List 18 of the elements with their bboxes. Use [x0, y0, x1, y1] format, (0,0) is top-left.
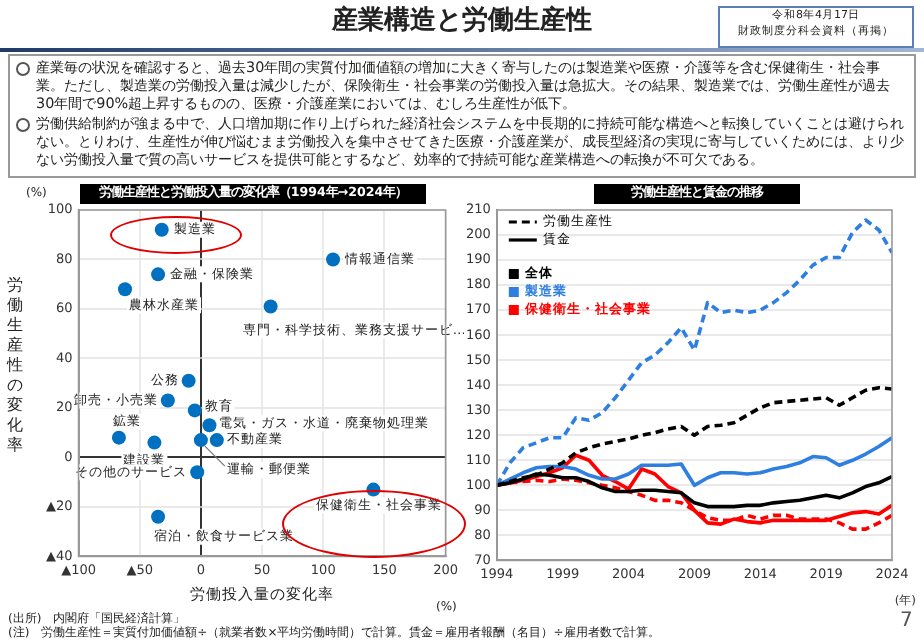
- point: [181, 373, 196, 388]
- point: [326, 252, 341, 267]
- point: [193, 433, 208, 448]
- text: 労働生産性の変化率: [7, 276, 23, 454]
- point: [111, 430, 126, 445]
- point: [151, 509, 166, 524]
- point: [209, 433, 224, 448]
- point: [202, 418, 217, 433]
- point: [263, 299, 278, 314]
- text: 7: [900, 610, 913, 634]
- text: 産業構造と労働生産性: [332, 6, 592, 36]
- point: [118, 282, 133, 297]
- point: [190, 465, 205, 480]
- point: [160, 393, 175, 408]
- point: [151, 267, 166, 282]
- point: [187, 403, 202, 418]
- point: [154, 222, 169, 237]
- point: [147, 435, 162, 450]
